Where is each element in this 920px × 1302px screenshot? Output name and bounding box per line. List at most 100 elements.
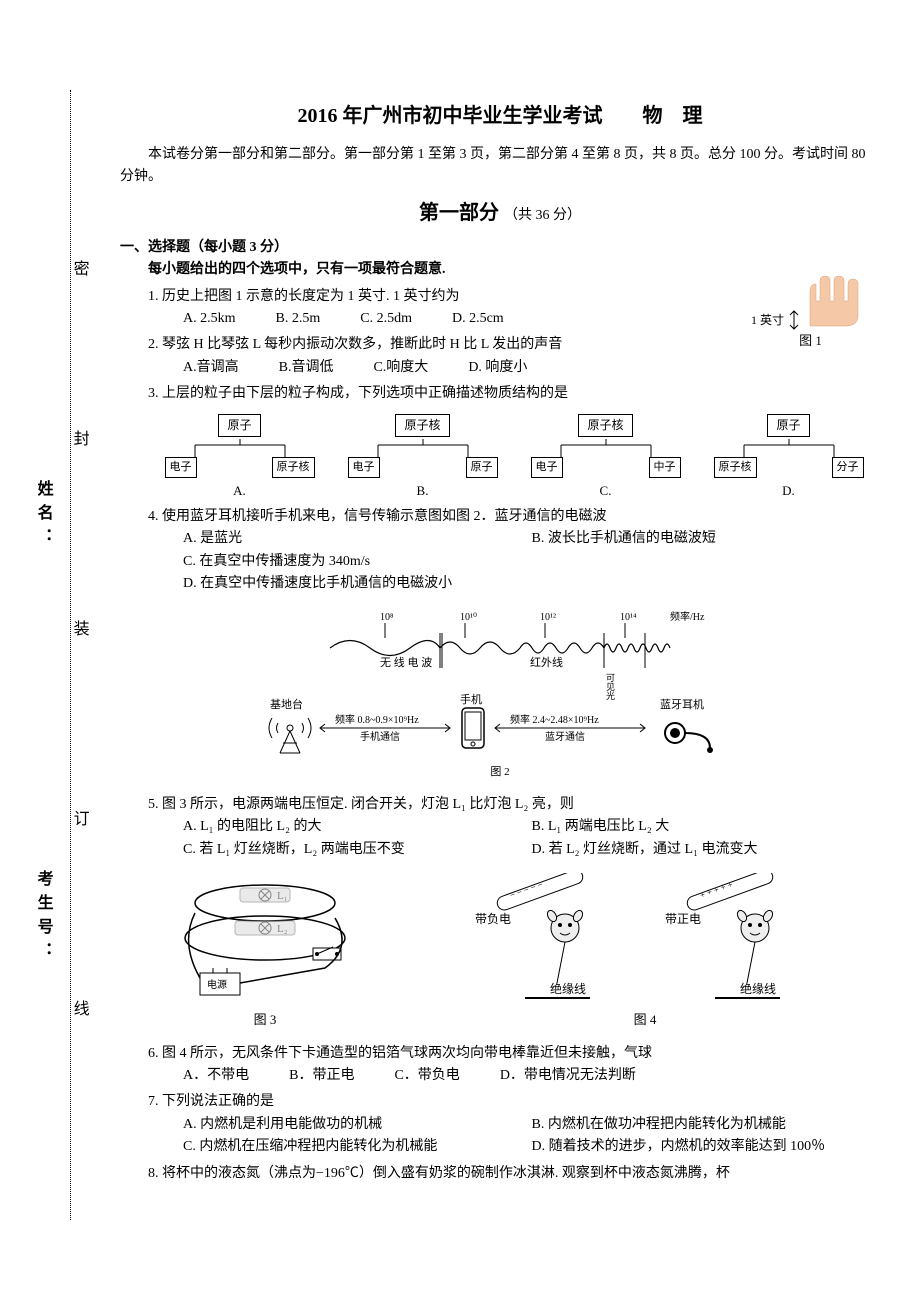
binding-char: 订 [66,810,92,826]
tree-a-l: 电子 [165,457,197,479]
q7-options: A. 内燃机是利用电能做功的机械 B. 内燃机在做功冲程把内能转化为机械能 C.… [183,1114,880,1159]
question-4: 4. 使用蓝牙耳机接听手机来电，信号传输示意图如图 2．蓝牙通信的电磁波 A. … [148,506,880,596]
q7-stem: 7. 下列说法正确的是 [148,1091,880,1113]
tree-b-l: 电子 [348,457,380,479]
q1-c: C. 2.5dm [360,308,412,330]
side-label-id: 考生号： [30,870,56,966]
tree-b: 原子核 电子 原子 B. [348,414,498,503]
tree-c-l: 电子 [531,457,563,479]
binding-char: 密 [66,260,92,276]
question-5: 5. 图 3 所示，电源两端电压恒定. 闭合开关，灯泡 L₁ 比灯泡 L₂ 亮，… [148,794,880,861]
svg-text:10¹⁰: 10¹⁰ [460,612,477,623]
binding-char: 线 [66,1000,92,1016]
tree-d-lab: D. [714,481,864,502]
q6-stem: 6. 图 4 所示，无风条件下卡通造型的铝箔气球两次均向带电棒靠近但未接触，气球 [148,1043,880,1065]
question-3: 3. 上层的粒子由下层的粒子构成，下列选项中正确描述物质结构的是 [148,383,880,405]
fig2-label: 图 2 [250,764,750,782]
tree-d-top: 原子 [767,414,809,437]
q1-a: A. 2.5km [183,308,236,330]
question-7: 7. 下列说法正确的是 A. 内燃机是利用电能做功的机械 B. 内燃机在做功冲程… [148,1091,880,1158]
svg-text:蓝牙通信: 蓝牙通信 [545,731,585,743]
q5-stem: 5. 图 3 所示，电源两端电压恒定. 闭合开关，灯泡 L₁ 比灯泡 L₂ 亮，… [148,794,880,816]
section-head: 一、选择题（每小题 3 分） [120,237,880,259]
svg-text:可见光: 可见光 [605,673,615,701]
q2-a: A.音调高 [183,357,239,379]
exam-intro: 本试卷分第一部分和第二部分。第一部分第 1 至第 3 页，第二部分第 4 至第 … [120,144,880,189]
binding-edge: 密 封 装 订 线 [70,90,90,1220]
binding-char: 装 [66,620,92,636]
q6-d: D．带电情况无法判断 [500,1065,636,1087]
q4-c: C. 在真空中传播速度为 340m/s [183,551,880,573]
binding-char: 封 [66,430,92,446]
svg-text:电源: 电源 [207,978,227,991]
inch-arrow-icon [788,309,800,331]
tree-b-top: 原子核 [395,414,449,437]
svg-text:频率/Hz: 频率/Hz [670,610,705,623]
tree-d-l: 原子核 [714,457,757,479]
q1-b: B. 2.5m [276,308,321,330]
tree-c-top: 原子核 [578,414,632,437]
q4-d: D. 在真空中传播速度比手机通信的电磁波小 [183,573,880,595]
tree-b-r: 原子 [466,457,498,479]
svg-text:手机: 手机 [460,692,482,706]
svg-text:10¹²: 10¹² [540,612,556,623]
q3-stem: 3. 上层的粒子由下层的粒子构成，下列选项中正确描述物质结构的是 [148,383,880,405]
q4-stem: 4. 使用蓝牙耳机接听手机来电，信号传输示意图如图 2．蓝牙通信的电磁波 [148,506,880,528]
figure-3: L₁ L₂ 电源 图 3 [165,873,365,1031]
q5-a: A. L₁ 的电阻比 L₂ 的大 [183,816,532,838]
svg-text:无 线 电 波: 无 线 电 波 [380,655,432,669]
q5-c: C. 若 L₁ 灯丝烧断，L₂ 两端电压不变 [183,839,532,861]
q7-c: C. 内燃机在压缩冲程把内能转化为机械能 [183,1136,532,1158]
part-title-text: 第一部分 [419,202,499,224]
tree-a-top: 原子 [218,414,260,437]
q7-d: D. 随着技术的进步，内燃机的效率能达到 100％ [532,1136,881,1158]
tree-c-lab: C. [531,481,681,502]
part-points: （共 36 分） [504,208,581,223]
svg-text:基地台: 基地台 [270,697,303,711]
exam-page: 2016 年广州市初中毕业生学业考试 物 理 本试卷分第一部分和第二部分。第一部… [0,0,920,1205]
q2-c: C.响度大 [373,357,428,379]
svg-text:绝缘线: 绝缘线 [740,981,776,996]
q2-options: A.音调高 B.音调低 C.响度大 D. 响度小 [183,357,880,379]
tree-a-lab: A. [165,481,315,502]
tree-c-r: 中子 [649,457,681,479]
q6-a: A．不带电 [183,1065,249,1087]
q2-d: D. 响度小 [468,357,527,379]
q8-stem: 8. 将杯中的液态氮（沸点为−196℃）倒入盛有奶浆的碗制作冰淇淋. 观察到杯中… [148,1163,880,1185]
fig4-label: 图 4 [455,1010,835,1031]
q5-options: A. L₁ 的电阻比 L₂ 的大 B. L₁ 两端电压比 L₂ 大 C. 若 L… [183,816,880,861]
q1-d: D. 2.5cm [452,308,504,330]
question-6: 6. 图 4 所示，无风条件下卡通造型的铝箔气球两次均向带电棒靠近但未接触，气球… [148,1043,880,1088]
figures-3-4: L₁ L₂ 电源 图 3 − − − − − [120,873,880,1031]
q2-b: B.音调低 [279,357,334,379]
tree-a: 原子 电子 原子核 A. [165,414,315,503]
tree-a-r: 原子核 [272,457,315,479]
q4-options: A. 是蓝光 B. 波长比手机通信的电磁波短 C. 在真空中传播速度为 340m… [183,528,880,595]
svg-text:频率 2.4~2.48×10⁹Hz: 频率 2.4~2.48×10⁹Hz [510,713,599,726]
question-1: 1. 历史上把图 1 示意的长度定为 1 英寸. 1 英寸约为 A. 2.5km… [148,286,880,331]
exam-title: 2016 年广州市初中毕业生学业考试 物 理 [120,100,880,132]
em-spectrum-diagram: 10⁸ 10¹⁰ 10¹² 10¹⁴ 频率/Hz 无 线 电 波 红外线 可见光 [250,608,750,782]
figure-4: − − − − − 带负电 绝缘线 + + + + + 带正电 [455,873,835,1031]
side-label-name: 姓名： [30,480,56,552]
question-2: 2. 琴弦 H 比琴弦 L 每秒内振动次数多，推断此时 H 比 L 发出的声音 … [148,334,880,379]
fig3-label: 图 3 [165,1010,365,1031]
svg-text:绝缘线: 绝缘线 [550,981,586,996]
q4-a: A. 是蓝光 [183,528,532,550]
tree-d-r: 分子 [832,457,864,479]
svg-text:10⁸: 10⁸ [380,612,394,623]
svg-text:10¹⁴: 10¹⁴ [620,612,637,623]
tree-c: 原子核 电子 中子 C. [531,414,681,503]
question-8: 8. 将杯中的液态氮（沸点为−196℃）倒入盛有奶浆的碗制作冰淇淋. 观察到杯中… [148,1163,880,1185]
q5-d: D. 若 L₂ 灯丝烧断，通过 L₁ 电流变大 [532,839,881,861]
svg-text:频率 0.8~0.9×10⁹Hz: 频率 0.8~0.9×10⁹Hz [335,713,419,726]
q6-options: A．不带电 B．带正电 C．带负电 D．带电情况无法判断 [183,1065,880,1087]
svg-text:带负电: 带负电 [475,912,511,926]
q7-a: A. 内燃机是利用电能做功的机械 [183,1114,532,1136]
tree-d: 原子 原子核 分子 D. [714,414,864,503]
q7-b: B. 内燃机在做功冲程把内能转化为机械能 [532,1114,881,1136]
q6-b: B．带正电 [289,1065,354,1087]
tree-b-lab: B. [348,481,498,502]
svg-text:带正电: 带正电 [665,912,701,926]
q4-b: B. 波长比手机通信的电磁波短 [532,528,881,550]
